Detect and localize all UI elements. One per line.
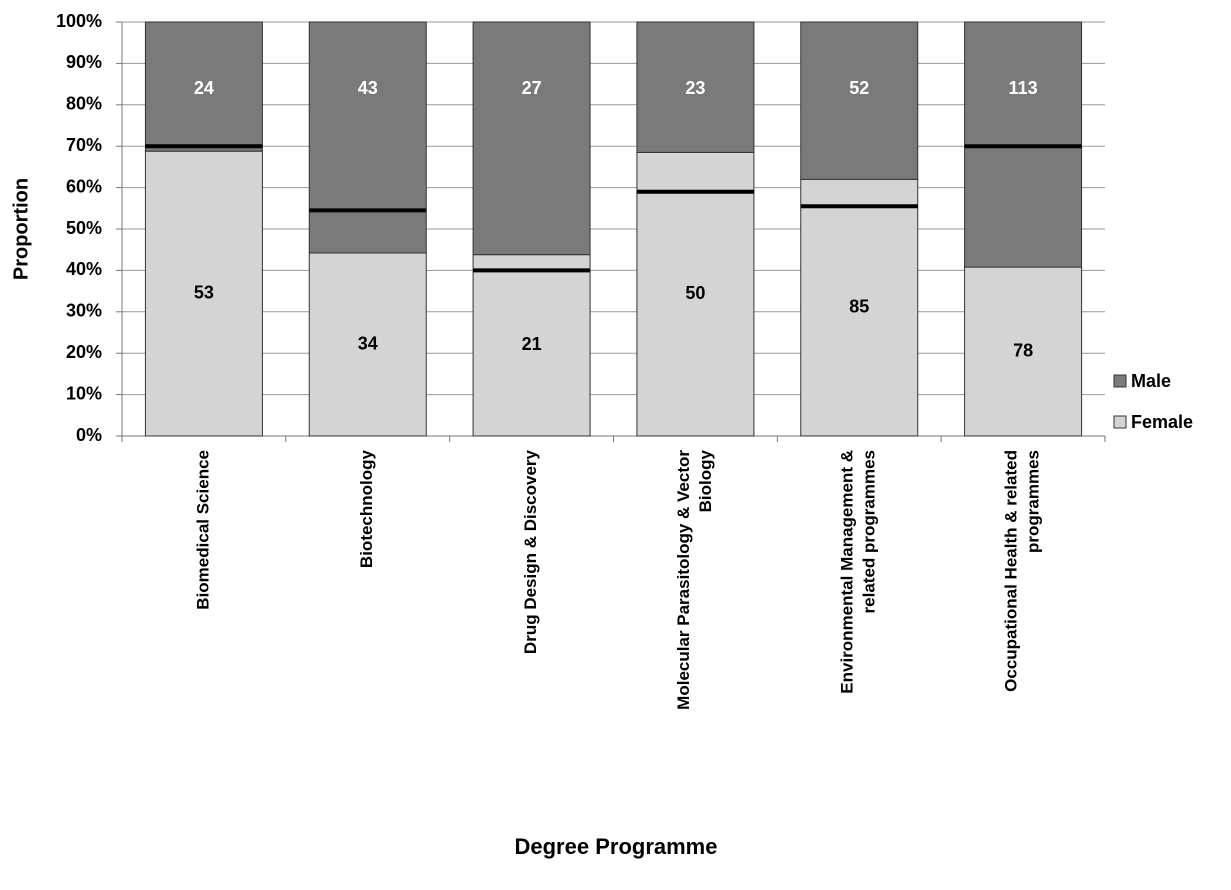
bar-segment [144, 21, 263, 152]
x-tick-label: programmes [1024, 450, 1043, 553]
bar-segment [144, 150, 263, 437]
bar-segment [636, 151, 755, 437]
x-tick-label: Biomedical Science [193, 450, 212, 610]
y-tick-label: 10% [66, 383, 102, 403]
legend-label: Male [1131, 371, 1171, 391]
x-tick-label: related programmes [860, 450, 879, 613]
x-axis-title: Degree Programme [515, 834, 718, 859]
data-label: 85 [849, 296, 869, 316]
x-tick-label: Drug Design & Discovery [521, 449, 540, 654]
legend-swatch [1113, 415, 1127, 429]
y-tick-label: 20% [66, 342, 102, 362]
y-tick-label: 30% [66, 301, 102, 321]
data-label: 53 [194, 282, 214, 302]
y-axis-title: Proportion [10, 178, 32, 280]
bar-segment [636, 21, 755, 153]
x-tick-label: Biology [696, 449, 715, 512]
data-label: 24 [194, 78, 214, 98]
data-label: 43 [358, 78, 378, 98]
y-tick-label: 100% [56, 11, 102, 31]
bar-segment [308, 21, 427, 254]
bar-segment [308, 252, 427, 437]
data-label: 23 [685, 78, 705, 98]
data-label: 27 [522, 78, 542, 98]
data-label: 113 [1009, 78, 1038, 98]
data-label: 78 [1013, 340, 1033, 360]
bar-segment [472, 21, 591, 256]
y-tick-label: 90% [66, 52, 102, 72]
data-label: 52 [849, 78, 869, 98]
x-tick-label: Occupational Health & related [1002, 450, 1021, 692]
y-tick-label: 40% [66, 259, 102, 279]
bar-segment [800, 178, 919, 437]
legend-label: Female [1131, 412, 1193, 432]
y-tick-label: 60% [66, 176, 102, 196]
bar-segment [800, 21, 919, 180]
y-tick-label: 70% [66, 135, 102, 155]
data-label: 50 [685, 283, 705, 303]
y-tick-label: 0% [76, 425, 102, 445]
bar-segment [472, 254, 591, 437]
x-tick-label: Biotechnology [357, 449, 376, 568]
data-label: 21 [522, 334, 542, 354]
legend-swatch [1113, 374, 1127, 388]
y-tick-label: 80% [66, 94, 102, 114]
x-tick-label: Molecular Parasitology & Vector [674, 450, 693, 710]
data-label: 34 [358, 333, 378, 353]
x-tick-label: Environmental Management & [838, 450, 857, 694]
y-tick-label: 50% [66, 218, 102, 238]
